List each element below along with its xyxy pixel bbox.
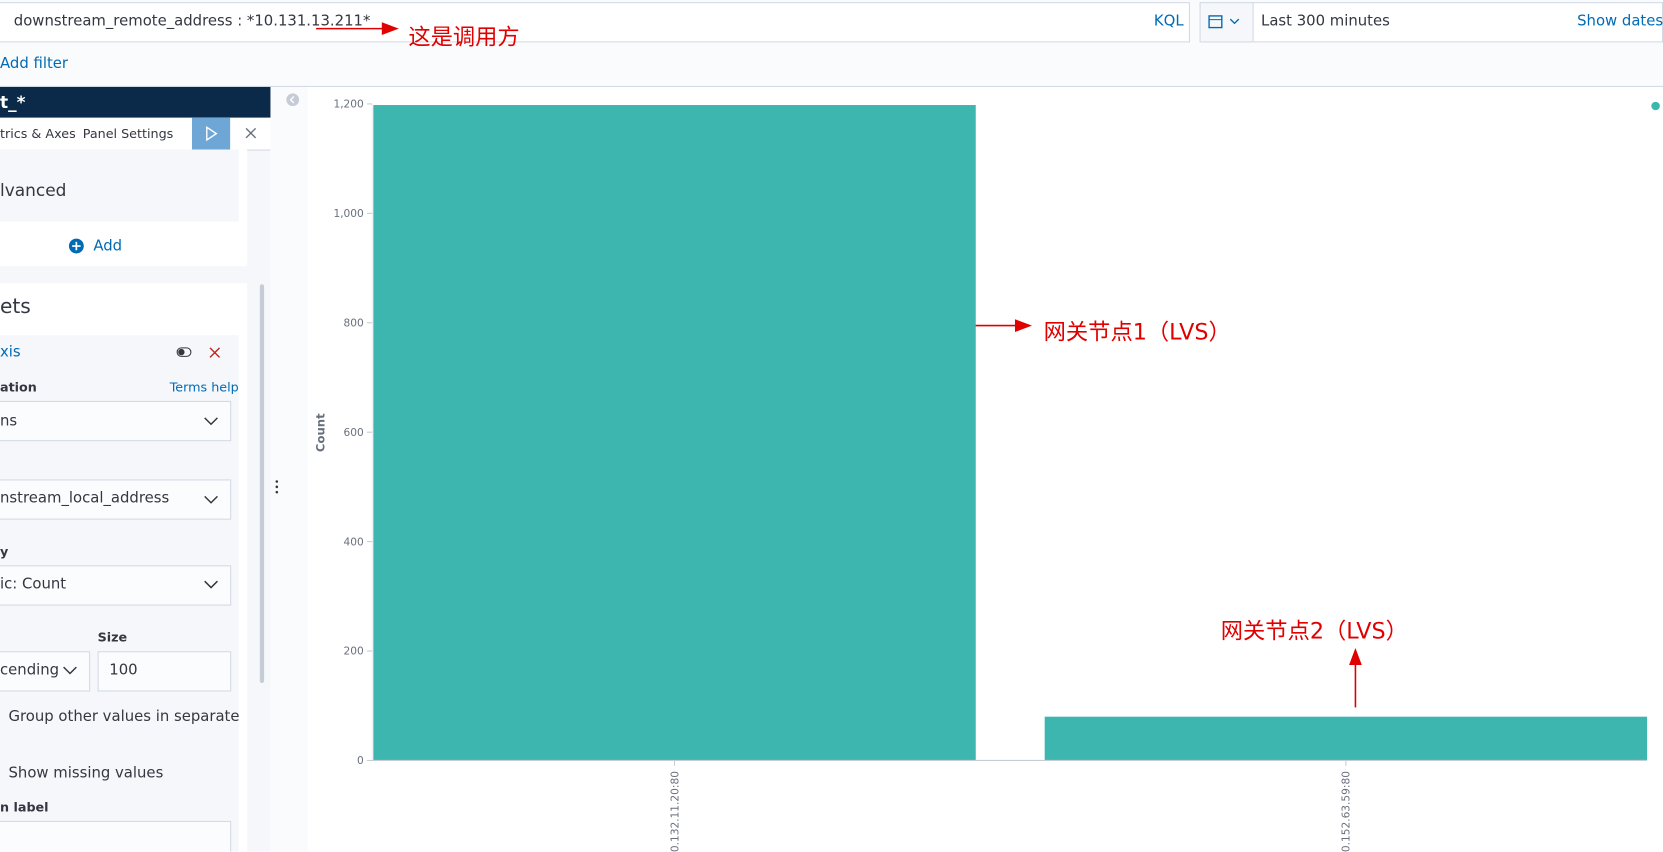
section-title: ets (0, 294, 31, 319)
size-input[interactable] (97, 651, 232, 692)
chevrons (63, 417, 218, 675)
query-text[interactable]: downstream_remote_address : *10.131.13.2… (13, 12, 371, 30)
tab[interactable]: trics & Axes (0, 126, 76, 142)
y-tick-label: 400 (344, 536, 364, 548)
advanced-toggle[interactable]: lvanced (0, 180, 67, 201)
checkbox-label[interactable]: Show missing values (8, 764, 164, 782)
size-value: 100 (109, 661, 138, 679)
divider (0, 85, 1663, 87)
select[interactable] (0, 651, 91, 692)
toolbar-icons (206, 125, 257, 142)
y-tick-label: 1,000 (333, 208, 364, 220)
select[interactable] (0, 565, 232, 606)
add-filter[interactable]: Add filter (0, 55, 69, 73)
y-tick-label: 1,200 (333, 99, 364, 111)
tab[interactable]: Panel Settings (82, 126, 174, 142)
index-name: t_* (0, 92, 26, 113)
kql-button[interactable]: KQL (1153, 12, 1184, 30)
time-range[interactable]: Last 300 minutes (1261, 12, 1390, 30)
y-tick-label: 800 (344, 317, 364, 329)
y-tick-label: 600 (344, 427, 364, 439)
bar (1044, 716, 1648, 761)
select[interactable] (0, 400, 232, 442)
scrollbar (259, 284, 265, 684)
date-picker[interactable] (1199, 2, 1663, 43)
field-label: y (0, 544, 9, 559)
checkbox-label[interactable]: Group other values in separate (8, 708, 240, 726)
text-input[interactable] (0, 820, 232, 852)
legend-dot (1651, 101, 1660, 111)
select-value: cending (0, 661, 60, 679)
show-dates[interactable]: Show dates (1577, 12, 1663, 30)
y-tick-label: 0 (357, 755, 364, 767)
annotation: 网关节点2（LVS） (1220, 618, 1408, 644)
field-label: Size (97, 629, 128, 645)
x-tick-label: 10.152.63.59:80 (1341, 771, 1353, 852)
help-link[interactable]: Terms help (169, 379, 239, 395)
add-button[interactable]: Add (93, 237, 123, 255)
field-label: ation (0, 379, 37, 395)
index-header (0, 86, 271, 118)
select[interactable] (0, 479, 232, 520)
add-icon (68, 238, 84, 254)
field-label: n label (0, 799, 49, 815)
select-value: ic: Count (0, 575, 67, 593)
calendar-icon (1208, 15, 1240, 29)
x-tick-label: 10.132.11.20:80 (669, 771, 681, 852)
select-value: nstream_local_address (0, 489, 170, 507)
annotation: 这是调用方 (408, 24, 520, 50)
panel-inner (0, 149, 239, 222)
y-tick-label: 200 (344, 646, 364, 658)
y-axis-label: Count (314, 413, 328, 452)
collapse-strip (275, 93, 300, 494)
select-value: ns (0, 412, 18, 430)
bar (373, 105, 976, 761)
arrow-head (1349, 648, 1362, 665)
arrow-head (381, 22, 399, 35)
bucket-icons (176, 347, 221, 358)
apply-button[interactable] (191, 117, 231, 150)
bucket-title[interactable]: xis (0, 343, 21, 361)
annotation: 网关节点1（LVS） (1043, 319, 1231, 345)
arrow-head (1014, 319, 1032, 332)
query-bar[interactable] (0, 2, 1190, 43)
